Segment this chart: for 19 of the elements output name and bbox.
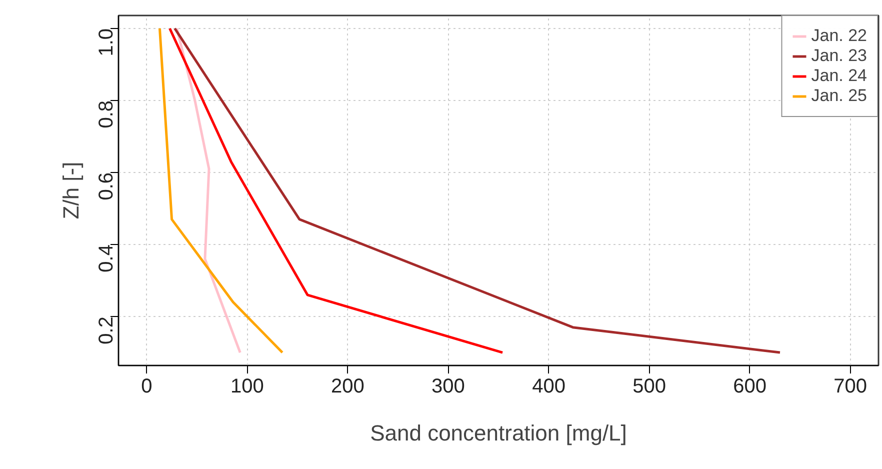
x-axis-title: Sand concentration [mg/L] [370,420,627,446]
x-tick-label: 600 [733,376,767,398]
legend-label: Jan. 22 [811,26,867,46]
y-tick-label: 0.6 [96,172,118,200]
x-tick-label: 300 [432,376,465,398]
y-tick-label: 0.2 [96,316,118,344]
y-tick-label: 1.0 [96,28,118,56]
x-tick-label: 700 [834,376,868,398]
x-tick-label: 400 [532,376,566,398]
y-tick-label: 0.4 [96,244,118,272]
x-tick-label: 200 [331,376,364,398]
y-axis-title: Z/h [-] [58,162,84,220]
legend-label: Jan. 25 [811,86,867,106]
legend-label: Jan. 24 [811,66,867,86]
x-tick-label: 100 [230,376,264,398]
y-tick-label: 0.8 [96,100,118,128]
legend-label: Jan. 23 [811,46,867,66]
x-tick-label: 500 [632,376,666,398]
x-tick-label: 0 [141,376,152,398]
